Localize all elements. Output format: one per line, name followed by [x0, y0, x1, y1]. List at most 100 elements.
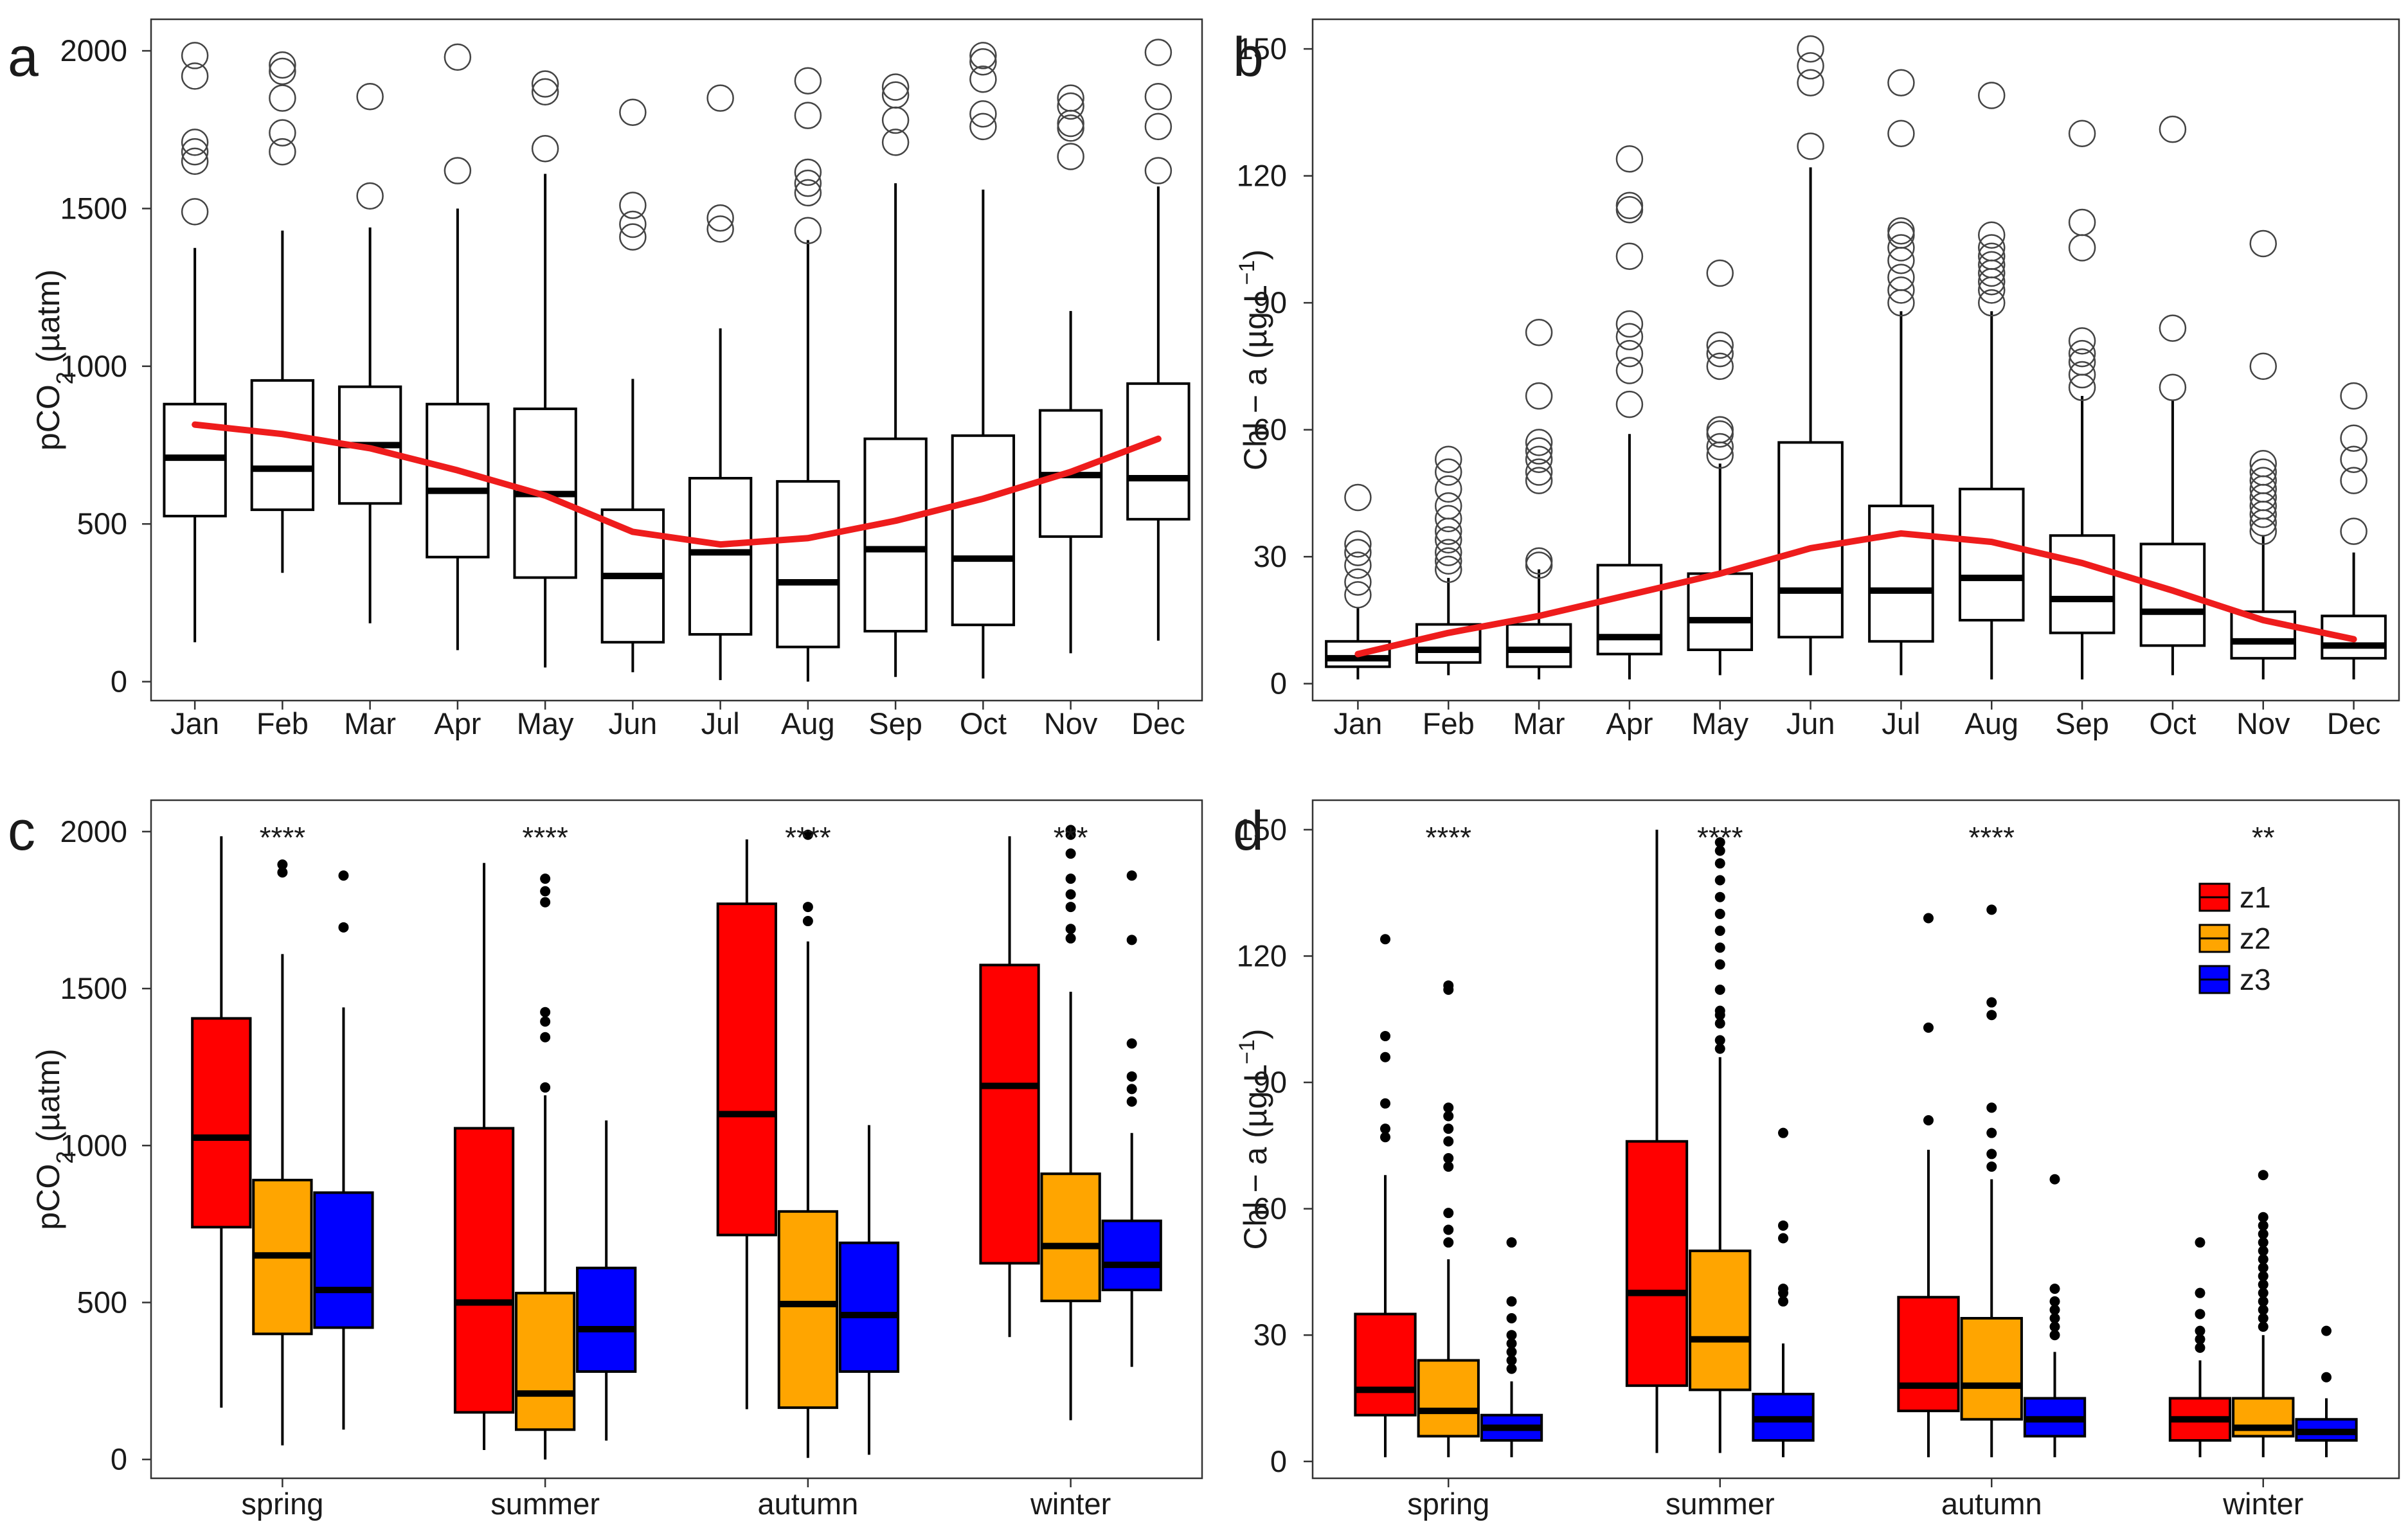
outlier-point	[1443, 1111, 1454, 1122]
y-axis-title: Chl − a (µg L−1)	[1235, 1028, 1273, 1249]
x-tick-label: Jun	[1786, 706, 1835, 740]
outlier-point	[2258, 1296, 2269, 1307]
outlier-point	[1797, 52, 1824, 80]
outlier-point	[2340, 445, 2368, 473]
outlier-point	[540, 1016, 551, 1027]
outlier-point	[2049, 1296, 2060, 1307]
outlier-point	[181, 147, 209, 175]
outlier-point	[1435, 445, 1462, 473]
outlier-point	[1706, 331, 1734, 359]
outlier-point	[2068, 208, 2096, 237]
outlier-point	[1706, 416, 1734, 443]
outlier-point	[1065, 848, 1076, 859]
box	[1126, 382, 1191, 521]
box-plot	[1354, 934, 1417, 1458]
x-tick-label: Jul	[1882, 706, 1920, 740]
box	[716, 902, 777, 1237]
outlier-point	[1978, 234, 2006, 262]
outlier-point	[531, 134, 559, 163]
outlier-point	[1986, 997, 1997, 1008]
panel-letter: d	[1233, 800, 1264, 862]
outlier-point	[1923, 1022, 1934, 1033]
outlier-point	[1778, 1220, 1789, 1231]
outlier-point	[1615, 145, 1644, 173]
outlier-point	[356, 82, 384, 111]
box	[1625, 1140, 1689, 1387]
outlier-point	[1615, 242, 1644, 270]
box-plot	[2230, 229, 2297, 680]
y-axis-title-main: pCO	[30, 384, 66, 451]
outlier-point	[2195, 1325, 2206, 1336]
outlier-point	[1714, 1005, 1725, 1016]
box	[688, 477, 753, 636]
box	[1040, 1172, 1101, 1303]
outlier-point	[1706, 259, 1734, 287]
significance-label: ****	[785, 821, 831, 854]
outlier-point	[1506, 1312, 1517, 1323]
outlier-point	[1379, 1030, 1390, 1041]
box-plot	[426, 43, 490, 650]
outlier-point	[1525, 429, 1553, 456]
outlier-point	[2195, 1237, 2206, 1248]
outlier-point	[1986, 904, 1997, 915]
outlier-point	[1714, 875, 1725, 886]
box	[576, 1266, 637, 1373]
box-plot	[776, 67, 840, 682]
box-plot	[250, 51, 315, 573]
legend-label: z3	[2240, 963, 2271, 996]
outlier-point	[2068, 348, 2096, 376]
outlier-point	[1344, 539, 1372, 566]
outlier-point	[1714, 1035, 1725, 1046]
box	[191, 1017, 252, 1229]
x-tick-label: autumn	[1941, 1487, 2042, 1521]
outlier-point	[2159, 373, 2187, 402]
outlier-point	[181, 198, 209, 226]
outlier-point	[1435, 458, 1462, 486]
y-axis-title-sub: 2	[51, 372, 78, 384]
outlier-point	[269, 51, 296, 79]
y-tick-label: 60	[1253, 1192, 1287, 1226]
x-tick-label: Mar	[1513, 706, 1565, 740]
y-tick-label: 30	[1253, 539, 1287, 573]
outlier-point	[1379, 934, 1390, 945]
outlier-point	[540, 1082, 551, 1093]
outlier-point	[1443, 1152, 1454, 1163]
outlier-point	[1778, 1127, 1789, 1138]
outlier-point	[2258, 1321, 2269, 1332]
outlier-point	[881, 81, 910, 109]
outlier-point	[1506, 1363, 1517, 1374]
box	[453, 1127, 515, 1414]
x-tick-label: Jun	[608, 706, 657, 740]
outlier-point	[802, 829, 813, 840]
significance-label: ****	[522, 821, 568, 854]
outlier-point	[540, 873, 551, 884]
outlier-point	[1714, 984, 1725, 995]
box	[1354, 1312, 1417, 1417]
outlier-point	[969, 65, 997, 93]
outlier-point	[1525, 437, 1553, 465]
outlier-point	[794, 102, 822, 129]
y-tick-label: 1500	[60, 191, 127, 225]
outlier-point	[1435, 475, 1462, 503]
outlier-point	[1506, 1237, 1517, 1248]
outlier-point	[1714, 1043, 1725, 1054]
x-tick-label: Mar	[344, 706, 396, 740]
outlier-point	[1615, 390, 1644, 418]
outlier-point	[2258, 1279, 2269, 1290]
y-tick-label: 1500	[60, 971, 127, 1005]
outlier-point	[181, 62, 209, 90]
outlier-point	[1525, 382, 1553, 410]
y-axis-title: pCO2 (µatm)	[30, 269, 78, 451]
box	[514, 1291, 576, 1431]
significance-label: ****	[1968, 821, 2015, 854]
outlier-point	[1057, 84, 1084, 112]
box-plot	[313, 870, 374, 1430]
x-tick-label: Jul	[701, 706, 740, 740]
box	[1417, 1359, 1480, 1438]
y-tick-label: 500	[77, 1285, 127, 1319]
outlier-point	[1714, 858, 1725, 869]
outlier-point	[1615, 339, 1644, 368]
outlier-point	[2068, 120, 2096, 148]
box-plot	[1752, 1127, 1815, 1458]
outlier-point	[2258, 1170, 2269, 1181]
